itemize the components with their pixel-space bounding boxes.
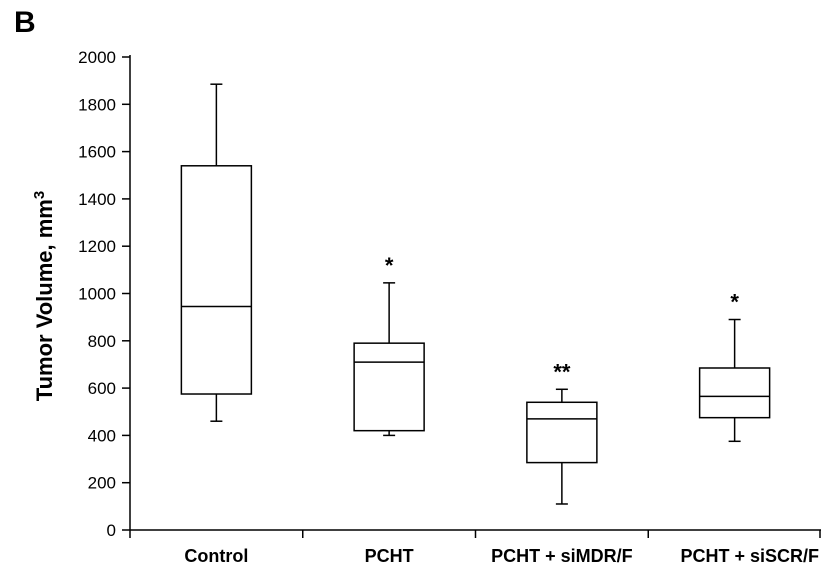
y-axis-label-superscript: 3	[31, 191, 48, 199]
y-tick-label-600: 600	[88, 379, 116, 398]
y-tick-label-1400: 1400	[78, 190, 116, 209]
box-3: *	[698, 290, 771, 443]
panel-label: B	[14, 6, 36, 39]
y-tick-label-0: 0	[107, 521, 116, 540]
x-tick-label-0: Control	[184, 546, 248, 565]
y-axis-label: Tumor Volume, mm3	[31, 191, 58, 401]
y-tick-label-1600: 1600	[78, 143, 116, 162]
x-tick-label-3: PCHT + siSCR/F	[680, 546, 819, 565]
y-tick-label-1000: 1000	[78, 285, 116, 304]
box-iqr-0	[180, 165, 253, 395]
box-0	[180, 83, 253, 422]
box-iqr-1	[353, 342, 425, 432]
y-tick-label-2000: 2000	[78, 48, 116, 67]
box-iqr-3	[698, 367, 771, 419]
significance-2: **	[553, 359, 571, 384]
y-axis-label-text: Tumor Volume, mm	[32, 199, 57, 401]
x-tick-label-2: PCHT + siMDR/F	[491, 546, 633, 565]
x-tick-label-1: PCHT	[365, 546, 414, 565]
y-tick-label-800: 800	[88, 332, 116, 351]
boxes: ****	[180, 83, 771, 505]
significance-1: *	[385, 253, 394, 278]
box-iqr-2	[526, 401, 598, 464]
y-axis: 0 200 400 600 800 1000 1200 1400 1600 1800 2000	[78, 48, 131, 540]
box-2: **	[526, 359, 598, 505]
y-tick-label-1800: 1800	[78, 95, 116, 114]
significance-3: *	[730, 290, 739, 315]
box-1: *	[353, 253, 425, 437]
y-tick-label-1200: 1200	[78, 237, 116, 256]
y-tick-label-400: 400	[88, 426, 116, 445]
y-tick-label-200: 200	[88, 474, 116, 493]
x-axis: Control PCHT PCHT + siMDR/F PCHT + siSCR/F	[129, 529, 821, 565]
